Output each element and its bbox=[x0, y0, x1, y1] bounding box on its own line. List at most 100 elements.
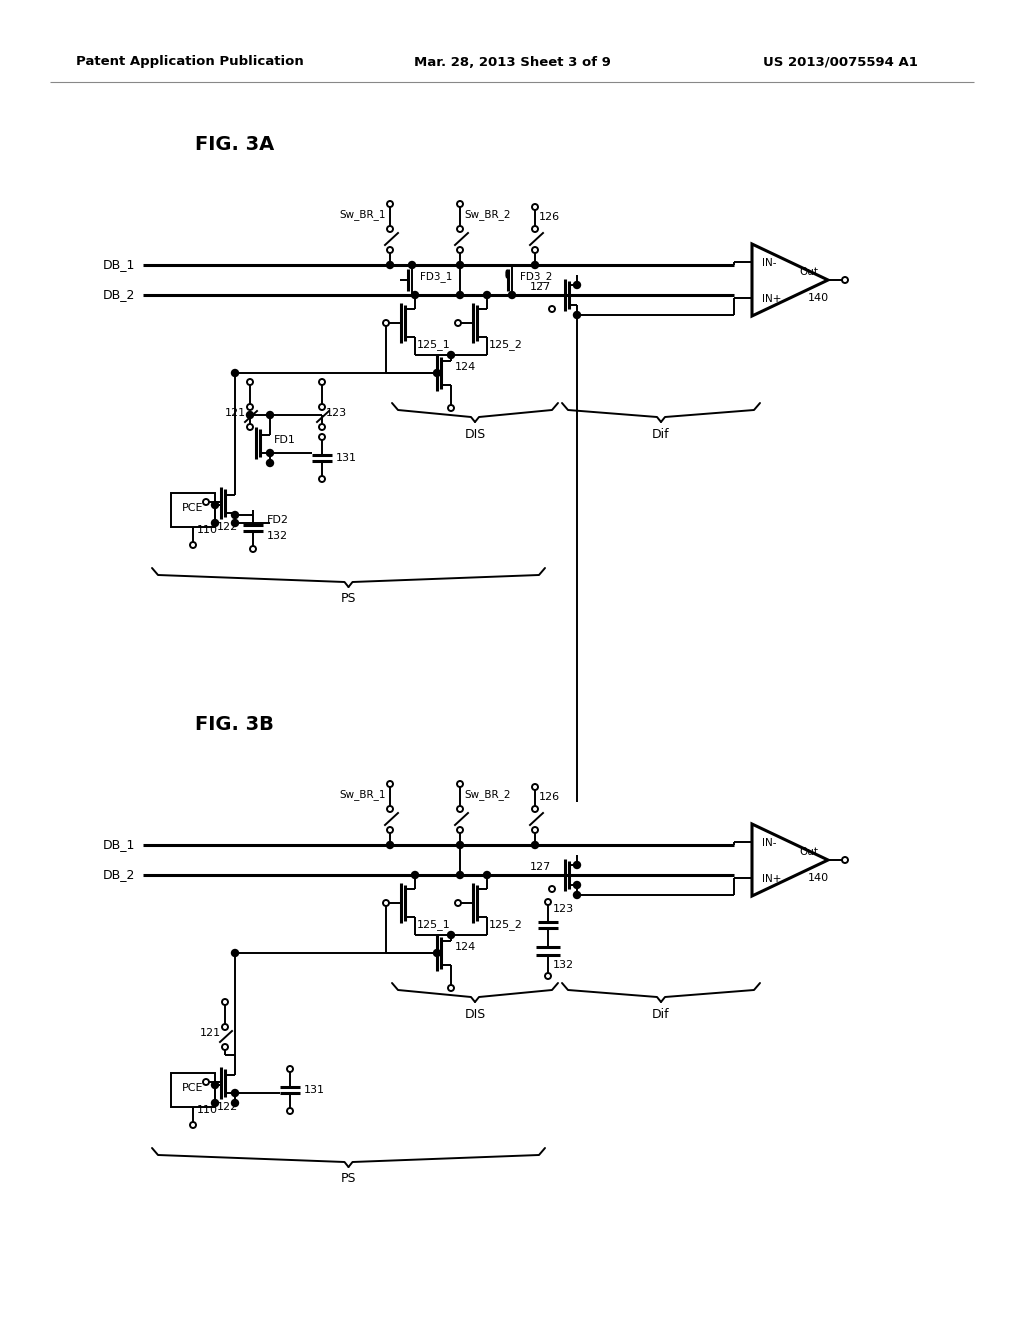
Circle shape bbox=[231, 520, 239, 527]
Circle shape bbox=[387, 201, 393, 207]
Circle shape bbox=[190, 1122, 196, 1129]
Circle shape bbox=[573, 862, 581, 869]
Circle shape bbox=[212, 520, 218, 527]
Circle shape bbox=[231, 511, 239, 519]
Text: 127: 127 bbox=[529, 282, 551, 292]
Text: DB_2: DB_2 bbox=[102, 869, 135, 882]
Circle shape bbox=[457, 807, 463, 812]
Circle shape bbox=[319, 379, 325, 385]
Text: Dif: Dif bbox=[652, 1007, 670, 1020]
Circle shape bbox=[190, 543, 196, 548]
Circle shape bbox=[573, 281, 581, 289]
Text: 123: 123 bbox=[553, 904, 574, 913]
Circle shape bbox=[457, 842, 464, 849]
Circle shape bbox=[573, 891, 581, 899]
Circle shape bbox=[266, 450, 273, 457]
Text: DIS: DIS bbox=[464, 428, 485, 441]
Circle shape bbox=[532, 807, 538, 812]
Text: IN-: IN- bbox=[762, 838, 776, 847]
Circle shape bbox=[266, 412, 273, 418]
Circle shape bbox=[386, 842, 393, 849]
Text: PS: PS bbox=[341, 1172, 356, 1185]
Text: 125_1: 125_1 bbox=[417, 920, 451, 931]
Circle shape bbox=[457, 828, 463, 833]
Circle shape bbox=[449, 985, 454, 991]
Circle shape bbox=[319, 434, 325, 440]
Text: 122: 122 bbox=[216, 521, 238, 532]
Circle shape bbox=[212, 502, 218, 508]
Text: FD3_1: FD3_1 bbox=[420, 272, 453, 282]
Text: 131: 131 bbox=[336, 453, 357, 463]
Circle shape bbox=[231, 1100, 239, 1106]
Circle shape bbox=[447, 351, 455, 359]
Circle shape bbox=[447, 932, 455, 939]
Circle shape bbox=[455, 319, 461, 326]
Circle shape bbox=[387, 828, 393, 833]
Text: 132: 132 bbox=[267, 531, 288, 541]
Circle shape bbox=[203, 1078, 209, 1085]
Text: Out: Out bbox=[799, 847, 818, 857]
Text: 140: 140 bbox=[808, 293, 828, 304]
Circle shape bbox=[409, 261, 416, 268]
Text: 131: 131 bbox=[304, 1085, 325, 1096]
Circle shape bbox=[231, 1089, 239, 1097]
Text: Sw_BR_2: Sw_BR_2 bbox=[464, 210, 511, 220]
Text: DIS: DIS bbox=[464, 1007, 485, 1020]
Circle shape bbox=[842, 857, 848, 863]
Circle shape bbox=[247, 412, 254, 418]
Text: IN+: IN+ bbox=[762, 874, 781, 884]
Circle shape bbox=[433, 949, 440, 957]
Circle shape bbox=[383, 319, 389, 326]
Text: IN-: IN- bbox=[762, 257, 776, 268]
Circle shape bbox=[532, 226, 538, 232]
Circle shape bbox=[573, 312, 581, 318]
Circle shape bbox=[457, 226, 463, 232]
Circle shape bbox=[212, 1100, 218, 1106]
Text: DB_1: DB_1 bbox=[102, 838, 135, 851]
Circle shape bbox=[483, 292, 490, 298]
Circle shape bbox=[457, 261, 464, 268]
Circle shape bbox=[387, 226, 393, 232]
Circle shape bbox=[532, 205, 538, 210]
Circle shape bbox=[842, 277, 848, 282]
Bar bbox=[171, 1073, 215, 1107]
Circle shape bbox=[287, 1107, 293, 1114]
Circle shape bbox=[549, 886, 555, 892]
Circle shape bbox=[457, 871, 464, 879]
Bar bbox=[171, 492, 215, 527]
Text: PCE: PCE bbox=[182, 1082, 204, 1093]
Text: DB_1: DB_1 bbox=[102, 259, 135, 272]
Circle shape bbox=[287, 1067, 293, 1072]
Text: FD2: FD2 bbox=[267, 515, 289, 525]
Text: Sw_BR_2: Sw_BR_2 bbox=[464, 789, 511, 800]
Text: 110: 110 bbox=[197, 1105, 218, 1115]
Circle shape bbox=[222, 1044, 228, 1049]
Circle shape bbox=[545, 899, 551, 906]
Text: 125_2: 125_2 bbox=[489, 339, 523, 350]
Circle shape bbox=[433, 370, 440, 376]
Text: US 2013/0075594 A1: US 2013/0075594 A1 bbox=[763, 55, 918, 69]
Circle shape bbox=[212, 1081, 218, 1089]
Circle shape bbox=[531, 261, 539, 268]
Text: 125_2: 125_2 bbox=[489, 920, 523, 931]
Text: Sw_BR_1: Sw_BR_1 bbox=[340, 210, 386, 220]
Text: Patent Application Publication: Patent Application Publication bbox=[76, 55, 304, 69]
Text: DB_2: DB_2 bbox=[102, 289, 135, 301]
Circle shape bbox=[532, 784, 538, 789]
Text: 124: 124 bbox=[455, 942, 476, 952]
Text: Dif: Dif bbox=[652, 428, 670, 441]
Circle shape bbox=[573, 882, 581, 888]
Circle shape bbox=[531, 842, 539, 849]
Circle shape bbox=[250, 546, 256, 552]
Circle shape bbox=[247, 424, 253, 430]
Circle shape bbox=[387, 247, 393, 253]
Circle shape bbox=[319, 477, 325, 482]
Circle shape bbox=[387, 807, 393, 812]
Circle shape bbox=[247, 379, 253, 385]
Text: FIG. 3B: FIG. 3B bbox=[195, 715, 273, 734]
Circle shape bbox=[549, 306, 555, 312]
Text: FD1: FD1 bbox=[274, 436, 296, 445]
Circle shape bbox=[231, 370, 239, 376]
Circle shape bbox=[231, 949, 239, 957]
Circle shape bbox=[532, 247, 538, 253]
